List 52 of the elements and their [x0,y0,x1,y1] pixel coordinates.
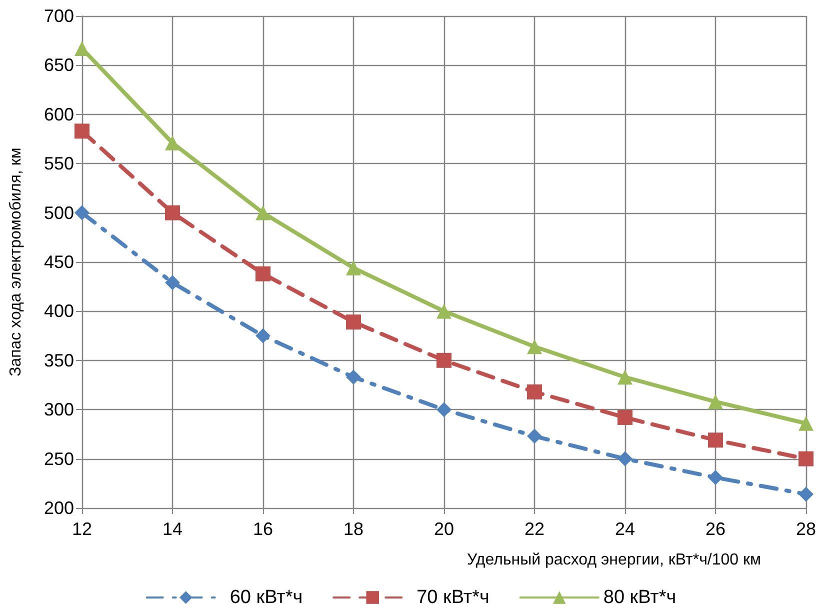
y-tick-label: 600 [44,104,74,124]
x-tick-label: 26 [705,519,726,539]
point [436,352,452,368]
point [165,275,180,290]
legend-label: 60 кВт*ч [230,587,303,608]
x-tick-label: 16 [252,519,274,539]
x-tick-label: 28 [796,519,816,539]
point [346,260,361,276]
point [436,402,452,418]
y-tick-label: 550 [44,154,74,174]
x-tick-label: 24 [614,519,636,539]
point [346,314,361,330]
y-tick-label: 200 [44,498,74,518]
point [798,451,814,466]
point [618,370,632,385]
point [527,339,542,354]
point [527,384,542,400]
point [436,304,452,319]
y-tick-label: 450 [44,252,74,272]
point [618,451,632,466]
legend-label: 70 кВт*ч [416,587,490,608]
y-tick-label: 250 [44,448,74,469]
point [74,205,90,220]
point [74,40,90,56]
legend-label: 80 кВт*ч [603,587,676,608]
point [708,432,723,448]
x-tick-label: 20 [434,519,454,539]
y-axis-title: Запас хода электромобиля, км [8,148,24,376]
y-tick-label: 500 [44,202,74,223]
point [165,135,180,150]
point [798,486,814,502]
point [256,328,270,344]
y-tick-label: 300 [44,400,74,420]
point [346,370,361,385]
point [256,205,270,220]
y-tick-label: 350 [44,350,74,370]
x-axis-title: Удельный расход энергии, кВт*ч/100 км [467,552,761,568]
point [74,124,90,139]
point [618,410,632,425]
y-tick-label: 650 [44,55,74,76]
y-tick-label: 400 [44,301,74,322]
point [708,394,723,410]
x-tick-label: 22 [524,519,545,539]
x-tick-label: 18 [343,519,364,539]
point [165,205,180,220]
point [256,266,270,282]
point [798,416,814,431]
point [527,428,542,444]
point [708,470,723,485]
y-tick-label: 700 [44,6,74,26]
x-tick-label: 12 [72,519,92,539]
x-tick-label: 14 [162,519,183,539]
